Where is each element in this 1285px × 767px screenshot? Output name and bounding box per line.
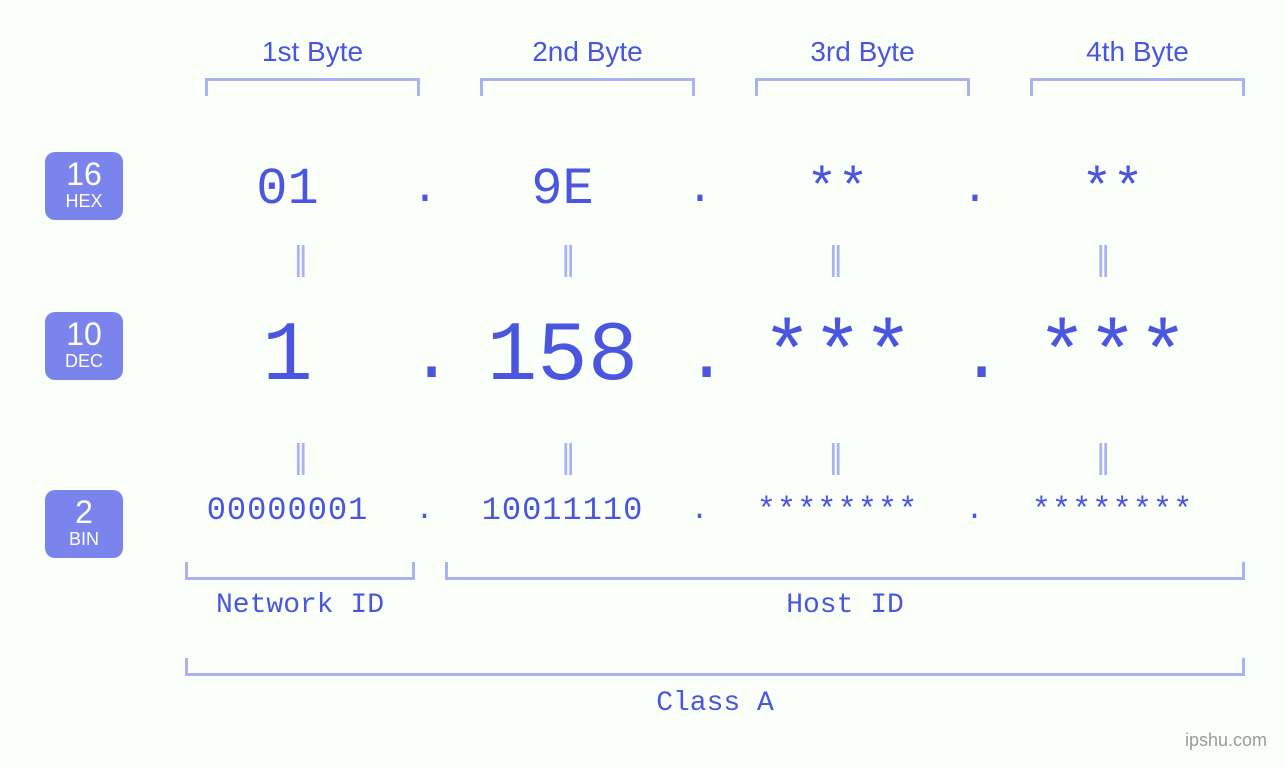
hex-byte-2: 9E [440, 160, 685, 219]
network-label: Network ID [185, 590, 415, 621]
badge-hex-label: HEX [45, 192, 123, 212]
eq-2-1: || [165, 438, 433, 477]
host-bracket [445, 562, 1245, 580]
hex-byte-4: ** [990, 160, 1235, 219]
byte-bracket-4 [1030, 78, 1245, 96]
ip-diagram: 1st Byte 2nd Byte 3rd Byte 4th Byte 16 H… [0, 0, 1285, 767]
host-label: Host ID [445, 590, 1245, 621]
badge-hex: 16 HEX [45, 152, 123, 220]
watermark: ipshu.com [1185, 730, 1267, 751]
eq-1-2: || [433, 240, 701, 279]
bin-byte-1: 00000001 [165, 492, 410, 529]
badge-bin-label: BIN [45, 530, 123, 550]
badge-dec-label: DEC [45, 352, 123, 372]
byte-header-1: 1st Byte [205, 36, 420, 68]
hex-dot-3: . [960, 165, 990, 215]
bin-row: 00000001 . 10011110 . ******** . *******… [165, 492, 1235, 529]
equals-row-1: || || || || [165, 240, 1235, 279]
class-label: Class A [185, 688, 1245, 719]
byte-header-2: 2nd Byte [480, 36, 695, 68]
equals-row-2: || || || || [165, 438, 1235, 477]
dec-row: 1 . 158 . *** . *** [165, 310, 1235, 405]
bin-dot-2: . [685, 494, 715, 528]
eq-1-4: || [968, 240, 1236, 279]
dec-byte-2: 158 [440, 310, 685, 405]
network-bracket [185, 562, 415, 580]
bin-dot-3: . [960, 494, 990, 528]
eq-1-3: || [700, 240, 968, 279]
badge-dec: 10 DEC [45, 312, 123, 380]
eq-2-3: || [700, 438, 968, 477]
badge-hex-num: 16 [45, 158, 123, 190]
bin-byte-2: 10011110 [440, 492, 685, 529]
bin-byte-3: ******** [715, 492, 960, 529]
badge-bin-num: 2 [45, 496, 123, 528]
dec-dot-2: . [685, 317, 715, 399]
bin-byte-4: ******** [990, 492, 1235, 529]
eq-2-2: || [433, 438, 701, 477]
hex-byte-3: ** [715, 160, 960, 219]
bin-dot-1: . [410, 494, 440, 528]
badge-bin: 2 BIN [45, 490, 123, 558]
hex-dot-2: . [685, 165, 715, 215]
byte-bracket-2 [480, 78, 695, 96]
byte-header-4: 4th Byte [1030, 36, 1245, 68]
class-bracket [185, 658, 1245, 676]
badge-dec-num: 10 [45, 318, 123, 350]
dec-byte-4: *** [990, 310, 1235, 405]
eq-2-4: || [968, 438, 1236, 477]
hex-dot-1: . [410, 165, 440, 215]
dec-dot-1: . [410, 317, 440, 399]
dec-byte-1: 1 [165, 310, 410, 405]
dec-byte-3: *** [715, 310, 960, 405]
byte-header-3: 3rd Byte [755, 36, 970, 68]
byte-bracket-1 [205, 78, 420, 96]
hex-row: 01 . 9E . ** . ** [165, 160, 1235, 219]
hex-byte-1: 01 [165, 160, 410, 219]
eq-1-1: || [165, 240, 433, 279]
byte-bracket-3 [755, 78, 970, 96]
dec-dot-3: . [960, 317, 990, 399]
